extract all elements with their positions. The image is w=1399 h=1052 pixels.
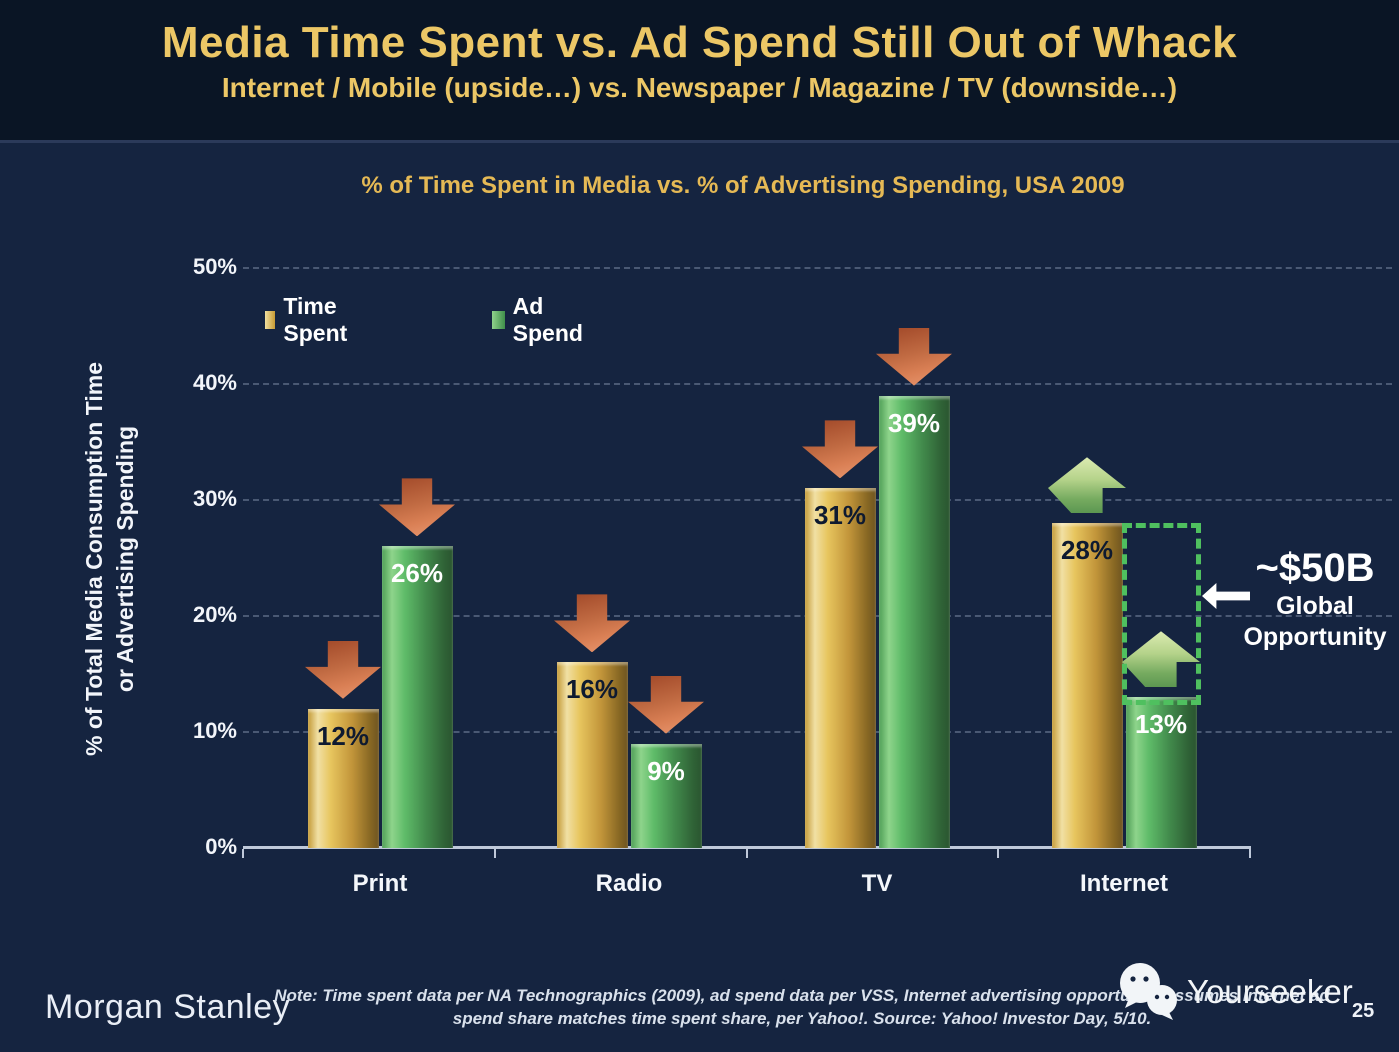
opportunity-line2: Opportunity <box>1243 623 1387 651</box>
watermark-text: Yourseeker <box>1187 973 1353 1010</box>
bar-label-tv-ad-spend: 39% <box>887 407 941 438</box>
bar-label-internet-ad-spend: 13% <box>1134 709 1188 740</box>
legend-swatch-green <box>492 311 505 329</box>
legend-swatch-gold <box>265 311 276 329</box>
y-axis-title-line2: or Advertising Spending <box>112 425 138 693</box>
trend-arrow-down-print-ad-spend <box>379 478 455 537</box>
bar-tv-time-spent <box>804 488 876 848</box>
x-axis-line <box>243 846 1251 849</box>
x-label-radio: Radio <box>595 870 663 897</box>
y-axis-title-line1: % of Total Media Consumption Time <box>81 362 107 756</box>
y-tick-30: 30% <box>192 486 237 511</box>
trend-arrow-down-radio-time-spent <box>554 594 630 653</box>
opportunity-headline: ~$50B <box>1255 546 1375 590</box>
x-label-tv: TV <box>861 870 893 897</box>
trend-arrow-down-radio-ad-spend <box>628 675 704 734</box>
trend-arrow-down-tv-time-spent <box>802 420 878 479</box>
wechat-icon <box>1120 963 1177 1020</box>
trend-arrow-down-print-time-spent <box>305 640 381 699</box>
source-note: Note: Time spent data per NA Technograph… <box>262 984 1342 1030</box>
source-note-line2: spend share matches time spent share, pe… <box>452 1009 1152 1028</box>
bar-label-print-time-spent: 12% <box>316 720 370 751</box>
opportunity-annotation: ~$50B Global Opportunity <box>1235 546 1395 653</box>
bar-tv-ad-spend <box>878 395 950 848</box>
slide-header: Media Time Spent vs. Ad Spend Still Out … <box>0 0 1399 143</box>
x-axis-tick-2 <box>745 849 748 858</box>
x-label-internet: Internet <box>1079 870 1168 897</box>
y-tick-10: 10% <box>192 718 237 743</box>
legend-label-ad-spend: Ad Spend <box>512 293 583 346</box>
x-axis-tick-1 <box>493 849 496 858</box>
bar-internet-time-spent <box>1051 523 1123 848</box>
bar-label-tv-time-spent: 31% <box>813 500 867 531</box>
y-axis-title: % of Total Media Consumption Time or Adv… <box>79 309 145 809</box>
morgan-stanley-logo: Morgan Stanley <box>45 988 291 1026</box>
legend-item-ad-spend: Ad Spend <box>492 293 588 347</box>
source-note-line1: Note: Time spent data per NA Technograph… <box>274 986 1330 1005</box>
chart-title: % of Time Spent in Media vs. % of Advert… <box>361 172 1125 199</box>
x-label-print: Print <box>352 870 408 897</box>
bar-print-ad-spend <box>381 546 453 848</box>
slide-subtitle: Internet / Mobile (upside…) vs. Newspape… <box>221 72 1178 103</box>
x-axis-tick-3 <box>997 849 1000 858</box>
opportunity-gap-box <box>1121 523 1201 706</box>
bar-label-radio-time-spent: 16% <box>565 674 619 705</box>
gridline-40 <box>243 383 1392 385</box>
gridline-50 <box>243 267 1392 269</box>
y-tick-40: 40% <box>192 370 237 395</box>
x-axis-tick-4 <box>1249 849 1251 858</box>
opportunity-line1: Global <box>1276 592 1354 620</box>
bar-internet-ad-spend <box>1125 697 1197 848</box>
trend-arrow-up-internet-time-spent <box>1048 457 1126 514</box>
legend-label-time-spent: Time Spent <box>283 293 348 346</box>
bar-radio-ad-spend <box>630 743 702 848</box>
y-tick-20: 20% <box>192 602 237 627</box>
y-tick-0: 0% <box>205 834 237 859</box>
x-axis-tick-0 <box>242 849 244 858</box>
bar-print-time-spent <box>307 708 379 848</box>
slide-title: Media Time Spent vs. Ad Spend Still Out … <box>161 18 1238 67</box>
bar-radio-time-spent <box>556 662 628 848</box>
y-tick-50: 50% <box>192 254 237 279</box>
trend-arrow-down-tv-ad-spend <box>876 327 952 386</box>
bar-label-internet-time-spent: 28% <box>1060 535 1114 566</box>
bar-label-radio-ad-spend: 9% <box>647 755 685 786</box>
page-number: 25 <box>1352 1000 1375 1022</box>
legend-item-time-spent: Time Spent <box>265 293 355 347</box>
watermark: Yourseeker <box>1115 962 1353 1022</box>
bar-label-print-ad-spend: 26% <box>390 558 444 589</box>
